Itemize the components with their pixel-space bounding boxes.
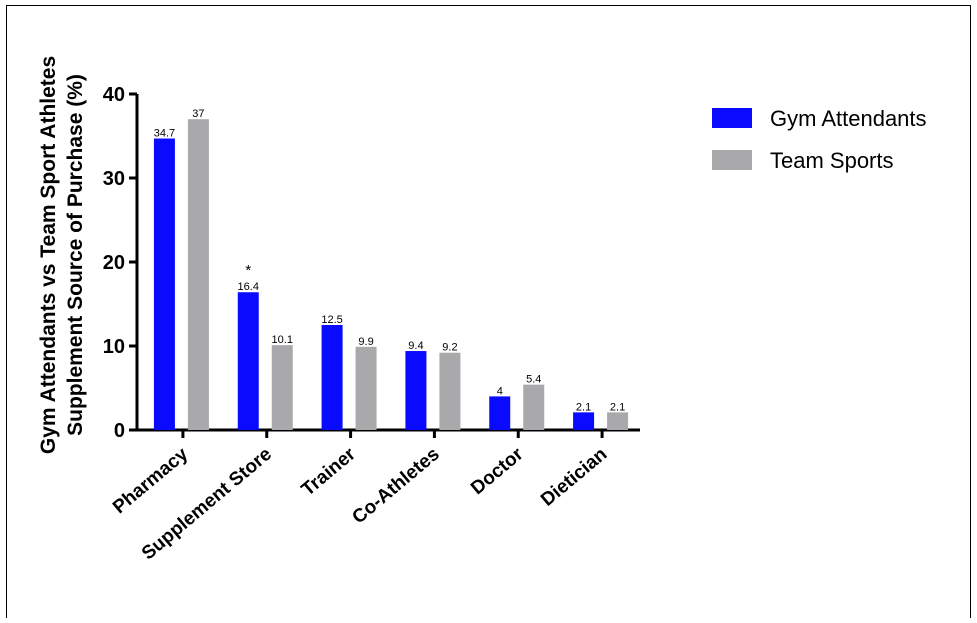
bar-gym-attendants bbox=[321, 325, 343, 430]
x-tick-label: Co-Athletes bbox=[348, 444, 443, 529]
x-tick-label: Doctor bbox=[467, 443, 528, 499]
y-tick-label: 0 bbox=[114, 420, 125, 442]
x-tick-label: Trainer bbox=[298, 443, 361, 500]
y-tick-label: 40 bbox=[103, 84, 125, 106]
bar-team-sports bbox=[187, 119, 209, 430]
bars: 34.7 37 16.4 10.1 * 12.5 9.9 9.4 9.2 4 5.4 2.1 2.1 bbox=[153, 108, 629, 430]
data-label: 12.5 bbox=[321, 314, 342, 326]
y-axis-title-line2: Supplement Source of Purchase (%) bbox=[64, 74, 87, 436]
bar-gym-attendants bbox=[489, 396, 511, 430]
data-label: 4 bbox=[497, 385, 503, 397]
legend: Gym Attendants Team Sports bbox=[712, 106, 927, 173]
data-label: 2.1 bbox=[576, 401, 591, 413]
bar-team-sports bbox=[523, 384, 545, 430]
y-tick-label: 10 bbox=[103, 336, 125, 358]
data-label: 9.9 bbox=[358, 336, 373, 348]
data-label: 5.4 bbox=[526, 374, 541, 386]
y-tick-label: 30 bbox=[103, 168, 125, 190]
data-label: 9.4 bbox=[408, 340, 423, 352]
data-label: 10.1 bbox=[272, 334, 293, 346]
bar-team-sports bbox=[271, 345, 293, 430]
bar-gym-attendants bbox=[573, 412, 595, 430]
x-tick-label: Pharmacy bbox=[109, 443, 192, 518]
bar-gym-attendants bbox=[237, 292, 259, 430]
y-axis-title: Gym Attendants vs Team Sport Athletes Su… bbox=[37, 56, 87, 454]
y-tick-label: 20 bbox=[103, 252, 125, 274]
bar-gym-attendants bbox=[405, 351, 427, 430]
bar-gym-attendants bbox=[153, 138, 175, 430]
data-label: 37 bbox=[192, 108, 204, 120]
data-label: 16.4 bbox=[238, 281, 259, 293]
legend-label-team-sports: Team Sports bbox=[770, 148, 894, 173]
data-label: 9.2 bbox=[442, 342, 457, 354]
bar-team-sports bbox=[439, 352, 461, 430]
bar-team-sports bbox=[355, 346, 377, 430]
x-tick-label: Dietician bbox=[537, 444, 611, 511]
data-label: 34.7 bbox=[154, 128, 175, 140]
legend-swatch-gym-attendants bbox=[712, 108, 752, 128]
y-axis-title-line1: Gym Attendants vs Team Sport Athletes bbox=[37, 56, 60, 454]
data-label: 2.1 bbox=[610, 401, 625, 413]
significance-marker: * bbox=[245, 262, 251, 279]
legend-swatch-team-sports bbox=[712, 150, 752, 170]
bar-team-sports bbox=[607, 412, 629, 430]
legend-label-gym-attendants: Gym Attendants bbox=[770, 106, 927, 131]
